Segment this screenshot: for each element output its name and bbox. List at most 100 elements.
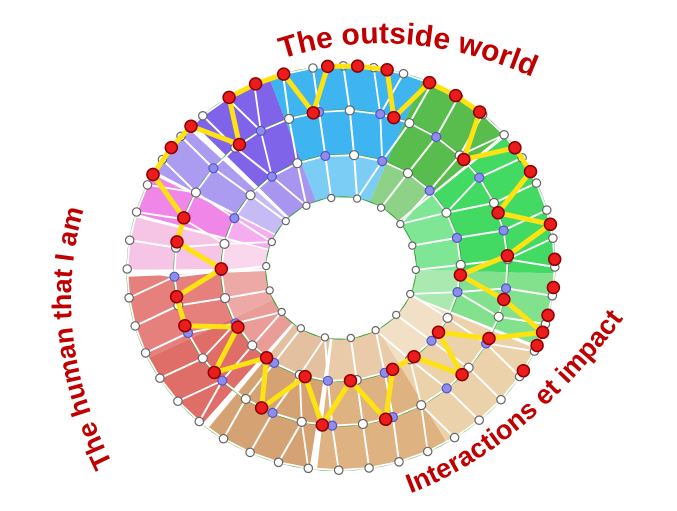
red-node[interactable] [422,75,437,90]
graph-node-white[interactable] [394,456,404,467]
sector-green-bright[interactable] [398,136,555,274]
sector-periwinkle[interactable] [154,128,288,235]
sector-tan-dark[interactable] [208,324,330,469]
graph-node-white[interactable] [548,233,558,243]
graph-node-white[interactable] [130,321,140,331]
red-node[interactable] [248,77,263,91]
red-node[interactable] [407,349,421,364]
graph-node-purple[interactable] [441,383,452,394]
graph-node-white[interactable] [284,113,295,125]
red-node[interactable] [164,140,179,155]
graph-node-white[interactable] [349,150,360,161]
graph-node-white[interactable] [155,373,165,383]
graph-node-white[interactable] [190,187,201,198]
graph-node-white[interactable] [441,207,452,218]
sector-green-med[interactable] [369,79,504,222]
red-node[interactable] [523,164,538,179]
graph-node-white[interactable] [541,205,552,215]
graph-node-white[interactable] [499,130,509,140]
graph-node-purple[interactable] [474,172,485,183]
red-node[interactable] [232,137,247,152]
graph-node-purple[interactable] [229,213,240,224]
graph-node-white[interactable] [247,340,258,351]
graph-node-white[interactable] [404,117,415,129]
graph-node-white[interactable] [422,446,433,457]
graph-node-white[interactable] [493,311,504,322]
graph-node-white[interactable] [245,447,255,458]
graph-node-white[interactable] [303,463,314,474]
graph-node-white[interactable] [408,241,417,250]
graph-node-white[interactable] [496,394,506,405]
graph-node-white[interactable] [327,193,336,203]
graph-node-purple[interactable] [451,232,462,243]
graph-node-purple[interactable] [498,225,509,236]
graph-node-purple[interactable] [452,287,463,298]
red-node[interactable] [276,67,291,81]
graph-node-purple[interactable] [266,171,277,182]
graph-node-white[interactable] [416,400,427,411]
graph-node-white[interactable] [308,63,318,73]
sector-pink-light[interactable] [127,217,269,270]
graph-node-white[interactable] [122,264,132,274]
red-node[interactable] [500,248,515,263]
graph-node-white[interactable] [296,416,307,427]
graph-node-purple[interactable] [217,375,228,386]
graph-node-white[interactable] [392,310,401,320]
graph-node-white[interactable] [273,457,284,468]
graph-node-purple[interactable] [500,283,512,294]
graph-node-purple[interactable] [377,156,388,167]
graph-node-white[interactable] [198,111,208,121]
graph-node-white[interactable] [220,293,231,304]
red-node[interactable] [343,373,358,388]
graph-node-white[interactable] [396,219,405,229]
graph-node-white[interactable] [296,324,306,333]
red-node[interactable] [207,365,222,380]
graph-node-white[interactable] [346,333,355,343]
red-node[interactable] [170,235,184,249]
red-node[interactable] [516,363,531,378]
red-node[interactable] [350,59,365,73]
graph-node-white[interactable] [218,433,229,444]
graph-node-white[interactable] [292,158,303,169]
red-node[interactable] [508,141,522,155]
graph-node-purple[interactable] [267,407,278,418]
red-node[interactable] [177,211,191,225]
red-node[interactable] [184,119,198,133]
sector-salmon[interactable] [127,271,274,359]
red-node[interactable] [254,401,269,415]
graph-node-white[interactable] [194,416,205,427]
graph-node-white[interactable] [474,415,484,425]
red-node[interactable] [448,88,463,103]
graph-node-white[interactable] [281,216,290,226]
red-node[interactable] [543,217,558,232]
red-node[interactable] [146,167,160,182]
red-node[interactable] [457,152,471,167]
graph-node-purple[interactable] [431,131,442,143]
graph-node-white[interactable] [320,333,330,342]
red-node[interactable] [380,63,394,77]
red-node[interactable] [546,280,561,295]
graph-node-white[interactable] [398,68,409,79]
graph-node-white[interactable] [124,235,135,245]
sector-magenta[interactable] [136,174,276,250]
graph-node-white[interactable] [265,286,274,295]
graph-node-white[interactable] [277,307,286,317]
red-node[interactable] [306,106,321,120]
graph-node-white[interactable] [376,203,386,212]
graph-node-white[interactable] [406,289,415,299]
graph-node-purple[interactable] [426,335,437,346]
graph-node-white[interactable] [411,265,420,275]
graph-node-white[interactable] [245,190,256,201]
graph-node-purple[interactable] [255,125,266,136]
graph-node-purple[interactable] [169,271,180,282]
graph-node-white[interactable] [352,194,362,203]
red-node[interactable] [453,268,468,282]
red-node[interactable] [320,59,335,74]
graph-node-white[interactable] [173,396,183,406]
graph-node-white[interactable] [262,261,271,271]
graph-node-white[interactable] [197,353,208,364]
graph-node-white[interactable] [267,237,276,247]
graph-node-purple[interactable] [320,150,331,162]
graph-node-white[interactable] [357,418,368,430]
graph-node-purple[interactable] [375,108,386,120]
